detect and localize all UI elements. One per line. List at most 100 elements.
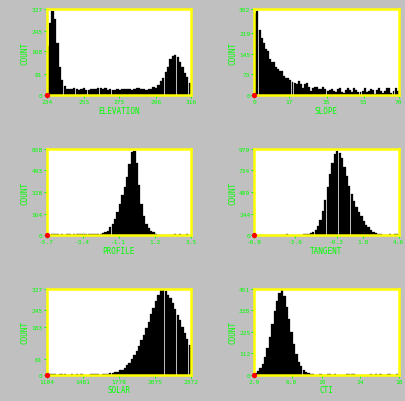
Bar xyxy=(138,346,140,375)
Bar xyxy=(169,60,171,96)
Bar xyxy=(361,91,362,96)
Bar xyxy=(154,234,157,235)
Bar xyxy=(75,90,78,96)
Bar xyxy=(92,90,94,96)
Bar xyxy=(47,47,49,96)
Bar xyxy=(336,90,338,96)
Bar xyxy=(135,351,138,375)
Bar xyxy=(102,374,104,375)
Bar xyxy=(377,89,379,96)
Bar xyxy=(320,89,322,96)
Bar xyxy=(307,373,309,375)
Bar xyxy=(140,90,143,96)
Bar xyxy=(261,364,263,375)
Bar xyxy=(63,87,66,96)
Bar xyxy=(145,91,147,96)
Bar xyxy=(285,307,287,375)
Bar xyxy=(138,185,140,235)
Bar xyxy=(68,90,70,96)
Bar xyxy=(128,90,130,96)
Bar xyxy=(364,225,367,235)
Bar xyxy=(145,224,147,235)
Bar xyxy=(121,196,123,235)
Bar xyxy=(332,92,334,96)
Bar xyxy=(154,301,157,375)
Bar xyxy=(357,212,359,235)
Bar xyxy=(381,94,383,96)
Bar xyxy=(54,20,56,96)
Bar xyxy=(299,367,302,375)
Bar xyxy=(334,93,336,96)
Bar xyxy=(350,194,352,235)
Bar xyxy=(293,84,295,96)
Bar xyxy=(340,159,342,235)
Bar xyxy=(273,312,275,375)
Bar xyxy=(130,153,133,235)
Bar xyxy=(128,364,130,375)
Bar xyxy=(138,88,140,96)
Bar xyxy=(169,298,171,375)
Bar xyxy=(299,85,301,96)
Bar xyxy=(259,369,261,375)
Bar xyxy=(135,89,138,96)
Bar xyxy=(338,89,340,96)
Bar xyxy=(121,370,123,375)
Bar xyxy=(114,219,116,235)
Bar xyxy=(348,91,350,96)
Bar xyxy=(61,81,63,96)
Bar xyxy=(303,85,305,96)
Bar xyxy=(367,227,369,235)
Bar xyxy=(133,151,135,235)
Bar xyxy=(51,374,53,375)
Bar xyxy=(291,82,293,96)
Bar xyxy=(367,92,369,96)
Bar xyxy=(174,309,176,375)
Bar xyxy=(166,295,169,375)
Bar xyxy=(130,90,133,96)
Bar xyxy=(92,234,94,235)
Bar xyxy=(154,89,157,96)
Bar xyxy=(87,91,90,96)
Bar xyxy=(354,207,357,235)
X-axis label: ELEVATION: ELEVATION xyxy=(98,107,139,115)
Bar xyxy=(359,93,360,96)
Bar xyxy=(130,360,133,375)
Bar xyxy=(92,374,94,375)
Bar xyxy=(119,370,121,375)
Bar xyxy=(323,201,326,235)
Bar xyxy=(85,234,87,235)
Bar xyxy=(104,89,107,96)
Bar xyxy=(99,234,102,235)
Bar xyxy=(392,92,394,96)
Bar xyxy=(330,89,332,96)
Bar xyxy=(328,91,330,96)
Bar xyxy=(119,204,121,235)
Bar xyxy=(150,90,152,96)
Bar xyxy=(290,332,292,375)
Bar xyxy=(99,89,102,96)
Bar xyxy=(56,44,58,96)
Bar xyxy=(283,77,285,96)
Bar xyxy=(271,324,273,375)
Bar xyxy=(116,372,118,375)
Bar xyxy=(266,348,268,375)
Bar xyxy=(335,151,338,235)
Bar xyxy=(80,90,83,96)
Bar xyxy=(152,88,154,96)
Y-axis label: COUNT: COUNT xyxy=(21,42,30,65)
Bar xyxy=(301,89,303,96)
Bar xyxy=(302,370,304,375)
Bar xyxy=(316,227,318,235)
Bar xyxy=(297,362,299,375)
Bar xyxy=(126,178,128,235)
Bar xyxy=(281,72,282,96)
Bar xyxy=(275,301,278,375)
Bar xyxy=(174,56,176,96)
Bar xyxy=(309,374,311,375)
Bar xyxy=(140,340,143,375)
Bar xyxy=(311,233,313,235)
Bar xyxy=(73,89,75,96)
Bar xyxy=(49,24,51,96)
Bar xyxy=(111,225,114,235)
Bar xyxy=(326,374,328,375)
